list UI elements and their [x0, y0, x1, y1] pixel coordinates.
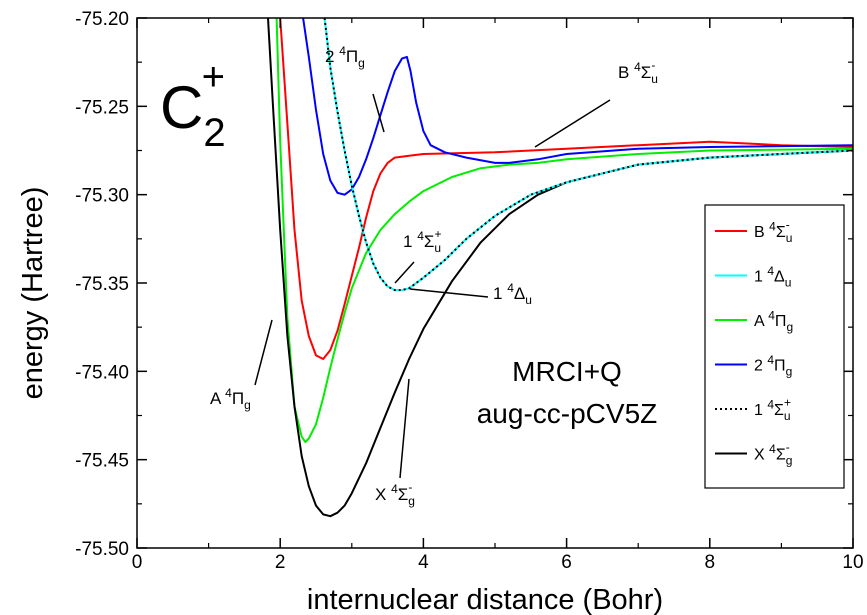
legend-entry-1: 1 4Δu: [754, 264, 791, 290]
leader-line: [372, 93, 385, 133]
leader-line: [409, 288, 489, 298]
x-tick-label: 6: [561, 552, 572, 573]
legend-entry-3: 2 4Πg: [754, 353, 792, 379]
y-tick-label: -75.25: [75, 97, 129, 118]
y-tick-label: -75.30: [75, 186, 129, 207]
leader-line: [399, 378, 410, 479]
leader-line: [394, 261, 415, 284]
legend-entry-5: X 4Σg-: [754, 440, 792, 467]
annotation-ann-a: A 4Πg: [210, 386, 251, 412]
axes: 0 2 4 6 8 10 -75.50 -75.45 -75.40 -75.35 -75.30 -75…: [17, 9, 864, 615]
y-tick-label: -75.45: [75, 451, 129, 472]
series-line-3: [302, 18, 853, 196]
annotation-ann-2pi: 2 4Πg: [325, 44, 365, 70]
legend-entry-4: 1 4Σu+: [754, 396, 791, 423]
y-axis-title: energy (Hartree): [17, 187, 49, 400]
annotation-ann-1del: 1 4Δu: [493, 281, 532, 307]
method-line-1: MRCI+Q: [512, 356, 622, 387]
y-tick-label: -75.20: [75, 9, 129, 30]
series-line-0: [279, 18, 853, 360]
legend-entry-2: A 4Πg: [754, 308, 793, 334]
legend-box: [704, 204, 845, 489]
x-tick-label: 0: [132, 552, 143, 573]
y-tick-label: -75.40: [75, 362, 129, 383]
series-line-2: [275, 18, 853, 443]
x-axis-title: internuclear distance (Bohr): [307, 584, 663, 615]
leader-line: [254, 319, 273, 386]
annotation-lines: [254, 93, 611, 479]
method-line-2: aug-cc-pCV5Z: [477, 398, 658, 429]
legend-entry-0: B 4Σu-: [754, 218, 792, 245]
method-label: MRCI+Q aug-cc-pCV5Z: [477, 356, 658, 429]
x-tick-label: 2: [275, 552, 286, 573]
x-tick-label: 4: [418, 552, 429, 573]
y-tick-label: -75.50: [75, 539, 129, 560]
molecule-label: C2+: [160, 55, 226, 155]
series-line-1: [323, 18, 853, 292]
series-layer: [267, 18, 853, 518]
x-tick-label: 10: [842, 552, 863, 573]
legend: B 4Σu- 1 4Δu A 4Πg 2 4Πg 1 4Σu+ X 4Σg-: [704, 204, 845, 489]
annotation-ann-x: X 4Σg-: [375, 480, 415, 508]
x-tick-label: 8: [705, 552, 716, 573]
y-tick-label: -75.35: [75, 274, 129, 295]
leader-line: [534, 99, 611, 148]
annotation-ann-b: B 4Σu-: [618, 58, 658, 86]
annotation-labels: 2 4Πg B 4Σu- 1 4Σu+ 1 4Δu A 4Πg X 4Σg-: [210, 44, 658, 508]
molecule-title: C2+: [160, 55, 226, 155]
annotation-ann-1sig: 1 4Σu+: [403, 227, 441, 255]
